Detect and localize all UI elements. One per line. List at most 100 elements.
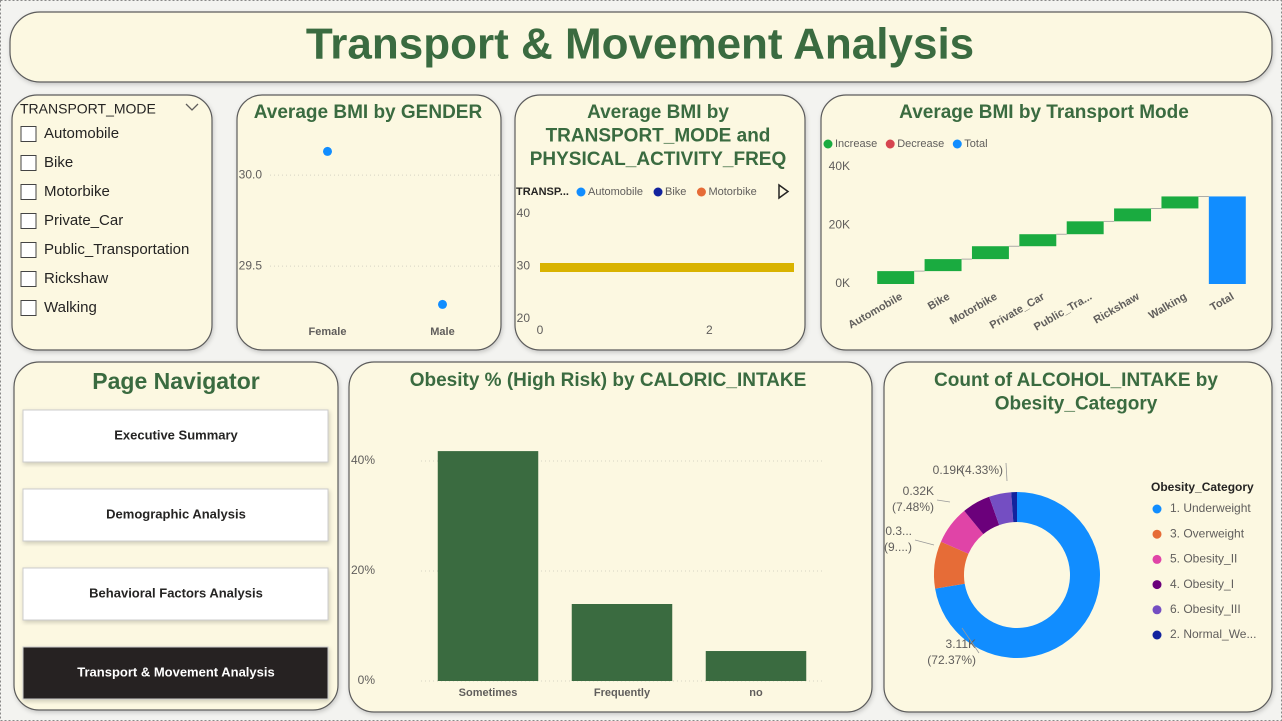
slicer-item[interactable]: Rickshaw (44, 270, 108, 287)
y-tick-label: 30 (517, 259, 531, 273)
waterfall-bar (924, 259, 962, 272)
slicer-chevron[interactable] (185, 103, 199, 111)
nav-button[interactable] (22, 646, 329, 700)
slicer-panel (11, 94, 213, 351)
legend-label: Total (964, 138, 987, 150)
slicer-item[interactable]: Bike (44, 154, 73, 171)
data-label: (9....) (884, 540, 912, 554)
legend-swatch (1152, 630, 1162, 640)
waterfall-bar (1019, 234, 1057, 247)
chart-title: Average BMI by Transport Mode (899, 102, 1189, 123)
slicer-checkbox[interactable] (20, 155, 37, 171)
legend-swatch (653, 187, 663, 197)
slicer-checkbox[interactable] (20, 242, 37, 258)
data-label: (4.33%) (961, 463, 1003, 477)
bar (705, 651, 807, 681)
slicer-checkbox[interactable] (20, 213, 37, 229)
x-tick-label: no (749, 687, 763, 699)
legend-label: 5. Obesity_II (1170, 552, 1237, 566)
slicer-checkbox[interactable] (20, 271, 37, 287)
legend-label: Decrease (897, 138, 944, 150)
y-tick-label: 40K (829, 159, 850, 173)
navigator-buttons: Executive Summary Demographic Analysis Beh… (22, 409, 329, 700)
legend-scroll-arrow[interactable] (778, 183, 790, 200)
slicer-checkbox[interactable] (20, 300, 37, 316)
nav-button-label[interactable]: Executive Summary (114, 427, 238, 442)
donut-slice (940, 510, 984, 554)
legend-label: Motorbike (708, 186, 756, 198)
legend-swatch (823, 139, 833, 149)
data-label: (7.48%) (892, 500, 934, 514)
x-tick-label: 0 (537, 323, 544, 337)
donut-slice (1011, 492, 1017, 523)
legend-swatch (576, 187, 586, 197)
legend-swatch (1152, 605, 1162, 615)
donut-slice (989, 492, 1014, 526)
chart-panel (514, 94, 806, 351)
page-title: Transport & Movement Analysis (306, 20, 974, 69)
slicer-item[interactable]: Walking (44, 299, 97, 316)
y-tick-label: 30.0 (239, 167, 263, 181)
data-label: (72.37%) (927, 653, 976, 667)
chart-panel (820, 94, 1273, 351)
legend-swatch (1152, 529, 1162, 539)
legend-swatch (696, 187, 706, 197)
y-tick-label: 20% (351, 563, 375, 577)
waterfall-bar (1208, 196, 1246, 284)
nav-button-label[interactable]: Transport & Movement Analysis (77, 664, 274, 679)
data-label: 0.3... (885, 524, 912, 538)
legend-swatch (952, 139, 962, 149)
chart-title: PHYSICAL_ACTIVITY_FREQ (530, 149, 787, 170)
x-tick-label: 2 (706, 323, 713, 337)
data-label: 0.32K (903, 484, 934, 498)
legend-label: Bike (665, 186, 686, 198)
slicer-title: TRANSPORT_MODE (20, 101, 156, 117)
waterfall-bar (877, 271, 915, 284)
chart-title: Obesity_Category (995, 394, 1158, 415)
nav-button[interactable] (22, 567, 329, 621)
slicer-item[interactable]: Public_Transportation (44, 241, 189, 258)
waterfall-bar (1066, 221, 1104, 235)
y-tick-label: 0K (835, 276, 850, 290)
legend-label: 3. Overweight (1170, 526, 1245, 540)
x-tick-label: Sometimes (459, 687, 518, 699)
leader-line (936, 499, 951, 503)
legend-label: 2. Normal_We... (1170, 627, 1256, 641)
y-tick-label: 20 (517, 311, 531, 325)
leader-line (914, 539, 935, 546)
waterfall-bar (1161, 196, 1199, 209)
slicer-item[interactable]: Automobile (44, 125, 119, 142)
nav-button[interactable] (22, 488, 329, 542)
slicer-item[interactable]: Motorbike (44, 183, 110, 200)
legend-title: Obesity_Category (1151, 480, 1254, 494)
legend-title: TRANSP... (516, 186, 569, 198)
chart-title: TRANSPORT_MODE and (546, 126, 771, 147)
chart-title: Count of ALCOHOL_INTAKE by (934, 370, 1218, 391)
donut-slice (964, 496, 1000, 535)
slicer-checkbox[interactable] (20, 184, 37, 200)
slicer-item[interactable]: Private_Car (44, 212, 123, 229)
x-tick-label: Female (309, 326, 347, 338)
legend-label: Increase (835, 138, 877, 150)
nav-button-label[interactable]: Behavioral Factors Analysis (89, 585, 263, 600)
title-panel (9, 11, 1273, 83)
leader-line (961, 627, 980, 654)
legend-label: Automobile (588, 186, 643, 198)
y-tick-label: 40% (351, 453, 375, 467)
legend-swatch (1152, 580, 1162, 590)
nav-button[interactable] (22, 409, 329, 463)
navigator-title: Page Navigator (92, 368, 259, 394)
nav-button-label[interactable]: Demographic Analysis (106, 506, 246, 521)
slicer-checkbox[interactable] (20, 126, 37, 142)
y-tick-label: 20K (829, 218, 850, 232)
dot (323, 146, 332, 156)
legend-label: 1. Underweight (1170, 501, 1251, 515)
leader-line (1005, 462, 1008, 482)
slicer-list: Automobile Bike Motorbike Private_Car Public… (20, 125, 189, 316)
donut-slice (933, 541, 969, 589)
chart-title: Obesity % (High Risk) by CALORIC_INTAKE (410, 370, 807, 391)
dot (438, 299, 447, 309)
y-tick-label: 40 (517, 206, 531, 220)
